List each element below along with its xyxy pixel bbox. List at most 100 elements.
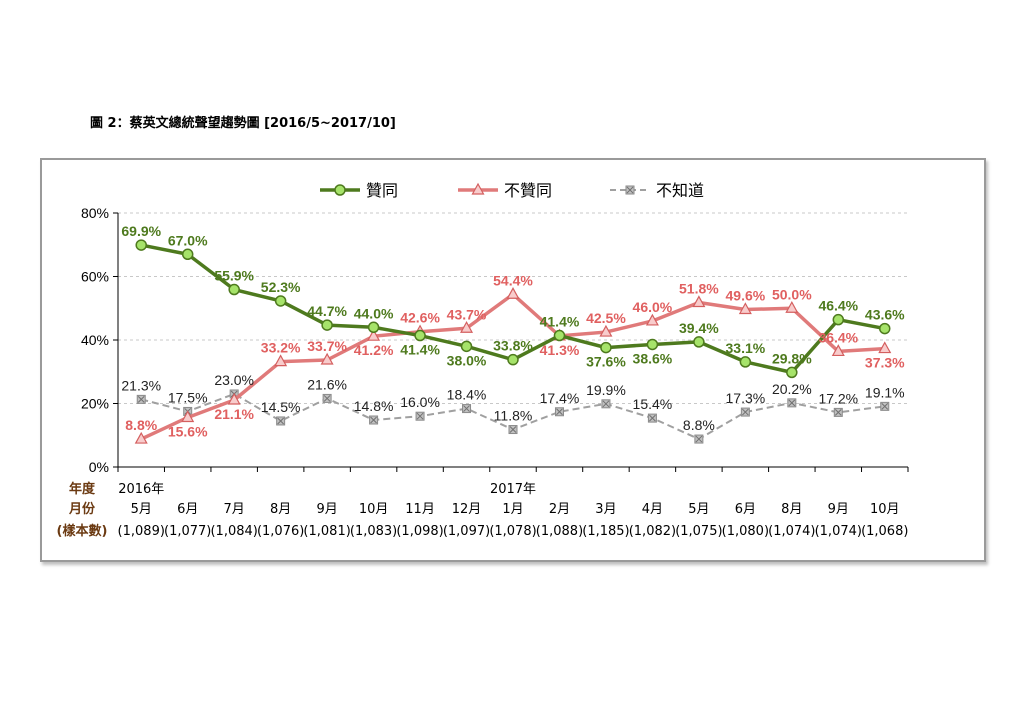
- label-disapprove: 33.2%: [261, 340, 301, 356]
- point-circle: [600, 341, 612, 354]
- label-approve: 43.6%: [865, 307, 905, 323]
- sample-size-label: (1,089): [118, 524, 165, 539]
- year-label: 2017年: [490, 482, 536, 497]
- point-triangle: [599, 324, 613, 337]
- label-unknown: 23.0%: [214, 372, 254, 388]
- row-label: 年度: [69, 481, 96, 497]
- point-triangle: [367, 328, 381, 341]
- point-triangle: [878, 341, 892, 354]
- label-approve: 52.3%: [261, 279, 301, 295]
- month-label: 5月: [688, 502, 709, 517]
- label-unknown: 21.3%: [121, 377, 161, 393]
- label-unknown: 19.9%: [586, 382, 626, 398]
- point-circle: [646, 338, 659, 351]
- point-square-x: [649, 414, 656, 422]
- label-unknown: 15.4%: [633, 396, 673, 412]
- legend-label: 不贊同: [504, 181, 552, 200]
- point-circle: [460, 340, 473, 353]
- row-label: (樣本數): [57, 523, 108, 539]
- point-square-x: [370, 416, 377, 424]
- point-triangle: [274, 354, 288, 367]
- label-unknown: 19.1%: [865, 384, 905, 400]
- sample-size-label: (1,185): [582, 524, 629, 539]
- month-label: 2月: [549, 502, 570, 517]
- point-square-x: [323, 395, 331, 402]
- label-disapprove: 8.8%: [125, 417, 157, 433]
- label-disapprove: 37.3%: [865, 355, 905, 371]
- label-approve: 46.4%: [818, 298, 858, 314]
- point-circle: [135, 239, 147, 251]
- label-approve: 37.6%: [586, 354, 626, 370]
- year-label: 2016年: [118, 482, 164, 497]
- label-approve: 39.4%: [679, 320, 719, 336]
- point-circle: [334, 184, 346, 196]
- label-disapprove: 41.3%: [540, 342, 580, 358]
- figure-title: 圖 2：蔡英文總統聲望趨勢圖 [2016/5~2017/10]: [90, 116, 396, 131]
- point-triangle: [506, 287, 520, 299]
- month-label: 4月: [642, 502, 663, 517]
- point-triangle: [831, 344, 845, 357]
- label-unknown: 20.2%: [772, 381, 812, 397]
- month-label: 12月: [452, 502, 482, 517]
- point-triangle: [471, 182, 485, 195]
- label-unknown: 14.8%: [354, 398, 394, 414]
- month-label: 5月: [131, 502, 152, 517]
- point-triangle: [227, 392, 241, 405]
- sample-size-label: (1,080): [722, 524, 769, 539]
- label-unknown: 11.8%: [494, 408, 533, 424]
- month-label: 3月: [595, 502, 616, 517]
- label-disapprove: 15.6%: [168, 423, 208, 439]
- point-square-x: [602, 400, 610, 408]
- point-triangle: [785, 301, 799, 313]
- y-tick-label: 60%: [81, 269, 109, 285]
- month-label: 1月: [502, 502, 523, 517]
- point-circle: [228, 283, 240, 296]
- point-square-x: [556, 408, 563, 416]
- label-approve: 67.0%: [168, 232, 208, 248]
- label-approve: 44.7%: [307, 303, 347, 319]
- point-triangle: [181, 410, 195, 423]
- label-approve: 33.1%: [726, 340, 766, 356]
- point-square-x: [695, 435, 703, 443]
- label-approve: 41.4%: [400, 342, 440, 358]
- label-unknown: 14.5%: [261, 399, 301, 415]
- label-disapprove: 42.6%: [400, 310, 440, 326]
- label-unknown: 17.3%: [726, 390, 766, 406]
- y-tick-label: 20%: [81, 396, 109, 412]
- label-unknown: 17.4%: [540, 390, 580, 406]
- label-unknown: 8.8%: [683, 417, 715, 433]
- sample-size-label: (1,081): [303, 524, 350, 539]
- point-triangle: [692, 295, 706, 308]
- label-disapprove: 33.7%: [307, 338, 347, 354]
- month-label: 10月: [359, 502, 389, 517]
- point-triangle: [738, 302, 752, 315]
- sample-size-label: (1,074): [815, 524, 862, 539]
- label-unknown: 18.4%: [447, 387, 487, 403]
- label-unknown: 16.0%: [400, 394, 440, 410]
- month-label: 10月: [870, 502, 900, 517]
- legend-label: 贊同: [366, 181, 398, 200]
- label-disapprove: 50.0%: [772, 286, 812, 302]
- month-label: 9月: [316, 502, 337, 517]
- axes: 0% 20% 40% 60% 80%: [81, 205, 909, 475]
- point-circle: [181, 248, 194, 261]
- label-disapprove: 42.5%: [586, 310, 626, 326]
- point-square-x: [416, 412, 424, 420]
- label-disapprove: 54.4%: [493, 272, 533, 288]
- point-circle: [879, 322, 891, 335]
- point-square-x: [137, 396, 145, 403]
- sample-size-label: (1,084): [210, 524, 257, 539]
- month-label: 8月: [270, 502, 291, 517]
- sample-size-label: (1,083): [350, 524, 397, 539]
- label-approve: 69.9%: [121, 223, 161, 239]
- label-disapprove: 46.0%: [633, 299, 673, 315]
- row-label: 月份: [68, 501, 96, 517]
- point-circle: [739, 356, 752, 368]
- point-circle: [274, 295, 287, 307]
- data-labels: 69.9% 67.0% 55.9% 52.3% 44.7% 44.0% 41.4% 38.0%…: [121, 223, 905, 439]
- label-disapprove: 36.4%: [818, 329, 858, 345]
- month-label: 9月: [828, 502, 849, 517]
- point-circle: [321, 319, 333, 331]
- point-circle: [832, 313, 845, 326]
- point-square-x: [277, 417, 285, 425]
